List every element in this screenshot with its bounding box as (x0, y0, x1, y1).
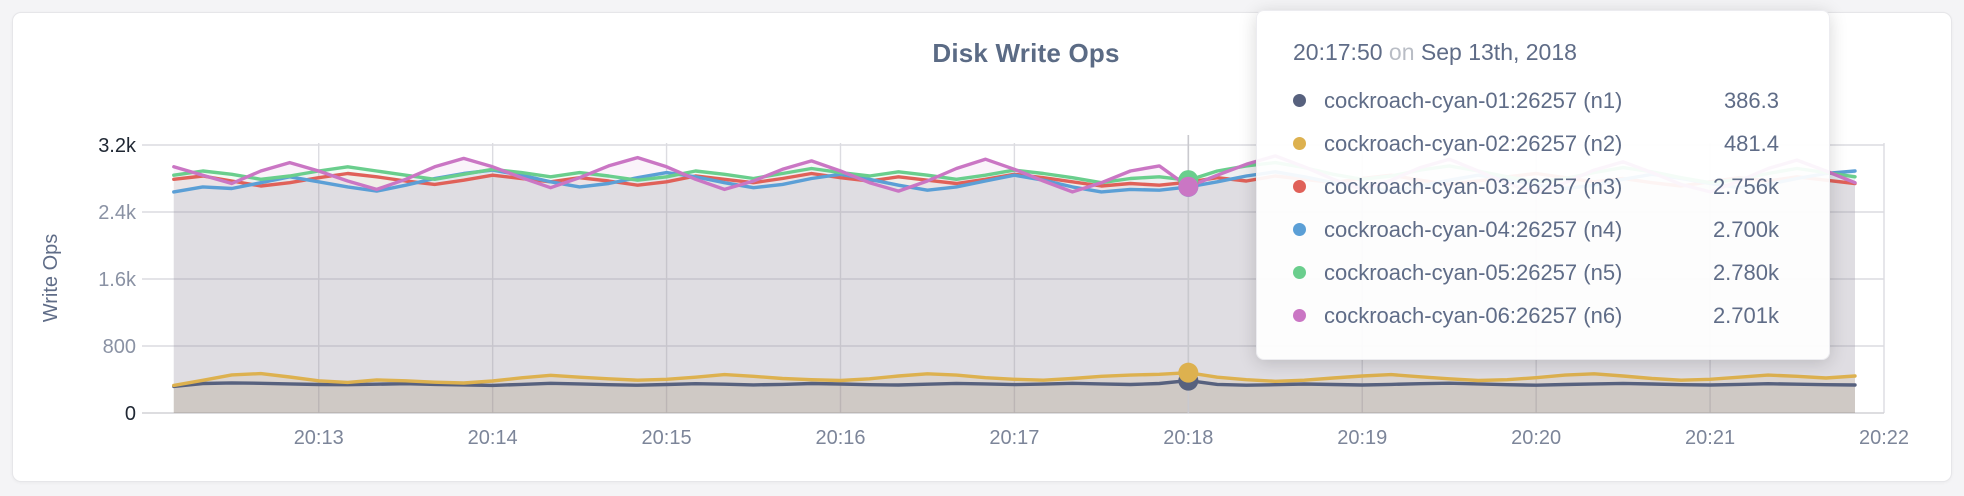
tooltip-row: cockroach-cyan-06:26257 (n6) 2.701k (1293, 294, 1779, 337)
y-tick-label: 800 (103, 336, 136, 358)
tooltip-row: cockroach-cyan-02:26257 (n2) 481.4 (1293, 122, 1779, 165)
x-tick-label: 20:18 (1163, 427, 1213, 449)
tooltip-date: Sep 13th, 2018 (1420, 39, 1577, 65)
series-value: 386.3 (1723, 87, 1779, 113)
series-value: 2.756k (1712, 173, 1779, 199)
hover-marker (1178, 176, 1199, 197)
chart-title: Disk Write Ops (932, 38, 1120, 68)
tooltip-row: cockroach-cyan-01:26257 (n1) 386.3 (1293, 79, 1779, 122)
x-tick-label: 20:19 (1337, 427, 1387, 449)
y-axis-label: Write Ops (40, 233, 62, 323)
y-tick-label: 0 (125, 403, 136, 425)
series-label: cockroach-cyan-02:26257 (n2) (1324, 130, 1623, 156)
y-tick-label: 1.6k (98, 269, 137, 291)
series-color-dot-icon (1293, 309, 1306, 322)
series-color-dot-icon (1293, 223, 1306, 236)
series-color-dot-icon (1293, 180, 1306, 193)
tooltip-conjunction: on (1388, 39, 1415, 65)
series-label: cockroach-cyan-05:26257 (n5) (1324, 259, 1623, 285)
y-tick-label: 3.2k (98, 135, 137, 157)
y-tick-label: 2.4k (98, 202, 137, 224)
tooltip-series-list: cockroach-cyan-01:26257 (n1) 386.3 cockroa… (1293, 79, 1779, 337)
series-value: 2.701k (1712, 302, 1779, 328)
x-tick-label: 20:22 (1859, 427, 1909, 449)
x-tick-label: 20:21 (1685, 427, 1735, 449)
x-tick-label: 20:20 (1511, 427, 1561, 449)
series-label: cockroach-cyan-04:26257 (n4) (1324, 216, 1623, 242)
tooltip-row: cockroach-cyan-03:26257 (n3) 2.756k (1293, 165, 1779, 208)
series-value: 2.780k (1712, 259, 1779, 285)
x-tick-label: 20:17 (989, 427, 1039, 449)
series-label: cockroach-cyan-03:26257 (n3) (1324, 173, 1623, 199)
x-tick-label: 20:15 (642, 427, 692, 449)
hover-tooltip: 20:17:50 on Sep 13th, 2018 cockroach-cya… (1256, 10, 1830, 360)
tooltip-row: cockroach-cyan-04:26257 (n4) 2.700k (1293, 208, 1779, 251)
x-tick-label: 20:14 (468, 427, 518, 449)
series-line (172, 378, 1857, 389)
x-tick-label: 20:16 (815, 427, 865, 449)
series-color-dot-icon (1293, 266, 1306, 279)
tooltip-row: cockroach-cyan-05:26257 (n5) 2.780k (1293, 251, 1779, 294)
series-label: cockroach-cyan-06:26257 (n6) (1324, 302, 1623, 328)
series-color-dot-icon (1293, 94, 1306, 107)
tooltip-time: 20:17:50 (1293, 39, 1383, 65)
hover-marker (1178, 362, 1199, 383)
series-color-dot-icon (1293, 137, 1306, 150)
x-tick-label: 20:13 (294, 427, 344, 449)
series-line (172, 371, 1857, 388)
series-label: cockroach-cyan-01:26257 (n1) (1324, 87, 1623, 113)
series-value: 481.4 (1723, 130, 1779, 156)
series-value: 2.700k (1712, 216, 1779, 242)
series-area (173, 380, 1855, 413)
tooltip-header: 20:17:50 on Sep 13th, 2018 (1293, 37, 1779, 67)
